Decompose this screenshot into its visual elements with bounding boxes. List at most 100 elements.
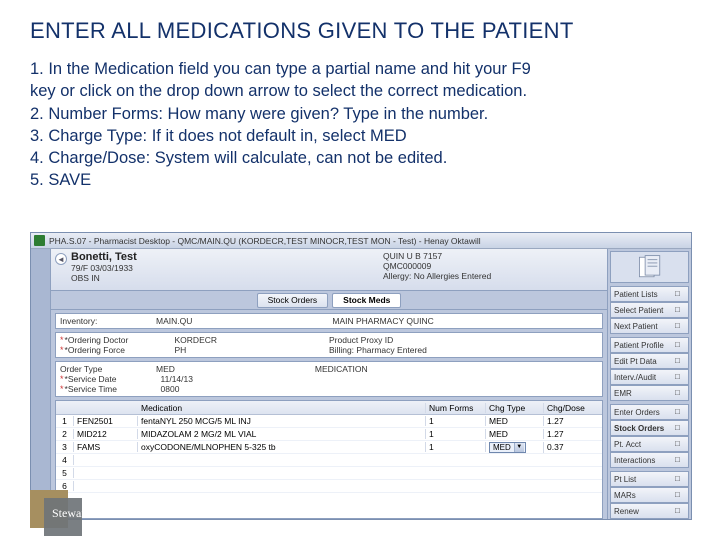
sidebar-btn-icon: □ bbox=[675, 305, 685, 315]
table-row[interactable]: 1FEN2501fentaNYL 250 MCG/5 ML INJ1MED1.2… bbox=[56, 415, 602, 428]
sidebar-btn-label: Pt. Acct bbox=[614, 440, 641, 449]
sidebar-btn-label: Patient Profile bbox=[614, 341, 664, 350]
logo-text: Steward bbox=[52, 506, 91, 521]
patient-name: Bonetti, Test bbox=[71, 251, 137, 263]
sidebar-btn-interactions[interactable]: Interactions□ bbox=[610, 452, 689, 468]
patient-loc: QUIN U B 7157 bbox=[383, 251, 603, 261]
sidebar-btn-mars[interactable]: MARs □ bbox=[610, 487, 689, 503]
patient-status: OBS IN bbox=[71, 273, 383, 283]
sidebar-btn-interv-audit[interactable]: Interv./Audit □ bbox=[610, 369, 689, 385]
notes-icon[interactable] bbox=[610, 251, 689, 283]
col-chg-type: Chg Type bbox=[486, 403, 544, 413]
inventory-value: MAIN.QU bbox=[156, 316, 192, 326]
sidebar-btn-pt-acct[interactable]: Pt. Acct □ bbox=[610, 436, 689, 452]
cell-index[interactable]: 3 bbox=[56, 442, 74, 452]
cell-index[interactable]: 5 bbox=[56, 468, 74, 478]
cell-chg-type[interactable]: MED bbox=[486, 416, 544, 426]
cell-index[interactable]: 4 bbox=[56, 455, 74, 465]
sidebar-btn-label: Patient Lists bbox=[614, 290, 658, 299]
sidebar-btn-icon: □ bbox=[675, 388, 685, 398]
cell-index[interactable]: 2 bbox=[56, 429, 74, 439]
cell-code[interactable]: FAMS bbox=[74, 442, 138, 452]
ordering-force-label: *Ordering Force bbox=[65, 345, 175, 355]
cell-chg-type[interactable]: MED▼ bbox=[486, 442, 544, 453]
back-button[interactable]: ◄ bbox=[55, 253, 67, 265]
sidebar-btn-patient-profile[interactable]: Patient Profile □ bbox=[610, 337, 689, 353]
service-time-label: *Service Time bbox=[65, 384, 161, 394]
sidebar-btn-label: Edit Pt Data bbox=[614, 357, 657, 366]
order-type-value[interactable]: MED bbox=[156, 364, 175, 374]
tab-stock-meds[interactable]: Stock Meds bbox=[332, 293, 401, 308]
ordering-force-value[interactable]: PH bbox=[175, 345, 187, 355]
cell-chg-dose[interactable]: 1.27 bbox=[544, 416, 602, 426]
cell-chg-type[interactable]: MED bbox=[486, 429, 544, 439]
patient-mrn: QMC000009 bbox=[383, 261, 603, 271]
service-time-value[interactable]: 0800 bbox=[161, 384, 180, 394]
left-gutter bbox=[31, 249, 51, 519]
inventory-label: Inventory: bbox=[60, 316, 156, 326]
ordering-doctor-value[interactable]: KORDECR bbox=[175, 335, 218, 345]
sidebar-btn-label: Select Patient bbox=[614, 306, 663, 315]
sidebar-btn-next-patient[interactable]: Next Patient□ bbox=[610, 318, 689, 334]
sidebar-btn-icon: □ bbox=[675, 423, 685, 433]
sidebar-btn-icon: □ bbox=[675, 340, 685, 350]
slide-title: ENTER ALL MEDICATIONS GIVEN TO THE PATIE… bbox=[30, 18, 694, 44]
tab-stock-orders[interactable]: Stock Orders bbox=[257, 293, 329, 308]
window-title: PHA.S.07 - Pharmacist Desktop - QMC/MAIN… bbox=[49, 236, 481, 246]
sidebar-btn-icon: □ bbox=[675, 490, 685, 500]
order-type-label: Order Type bbox=[60, 364, 156, 374]
sidebar-btn-enter-orders[interactable]: Enter Orders□ bbox=[610, 404, 689, 420]
sidebar-btn-emr[interactable]: EMR □ bbox=[610, 385, 689, 401]
sidebar-btn-renew[interactable]: Renew □ bbox=[610, 503, 689, 519]
sidebar-btn-label: EMR bbox=[614, 389, 632, 398]
sidebar-btn-icon: □ bbox=[675, 439, 685, 449]
cell-index[interactable]: 1 bbox=[56, 416, 74, 426]
inventory-panel: Inventory: MAIN.QU MAIN PHARMACY QUINC bbox=[55, 313, 603, 329]
cell-code[interactable]: MID212 bbox=[74, 429, 138, 439]
cell-num-forms[interactable]: 1 bbox=[426, 429, 486, 439]
sidebar-btn-edit-pt-data[interactable]: Edit Pt Data □ bbox=[610, 353, 689, 369]
instruction-line: 2. Number Forms: How many were given? Ty… bbox=[30, 103, 694, 125]
billing-label: Billing: Pharmacy Entered bbox=[329, 345, 439, 355]
table-row[interactable]: 5 bbox=[56, 467, 602, 480]
cell-chg-dose[interactable]: 1.27 bbox=[544, 429, 602, 439]
order-type-panel: Order TypeMEDMEDICATION **Service Date11… bbox=[55, 361, 603, 397]
window-titlebar: PHA.S.07 - Pharmacist Desktop - QMC/MAIN… bbox=[31, 233, 691, 249]
app-window: PHA.S.07 - Pharmacist Desktop - QMC/MAIN… bbox=[30, 232, 692, 520]
service-date-value[interactable]: 11/14/13 bbox=[161, 374, 193, 384]
instruction-line: 3. Charge Type: If it does not default i… bbox=[30, 125, 694, 147]
table-row[interactable]: 4 bbox=[56, 454, 602, 467]
instruction-line: 5. SAVE bbox=[30, 169, 694, 191]
cell-medication[interactable]: fentaNYL 250 MCG/5 ML INJ bbox=[138, 416, 426, 426]
sidebar-btn-label: Renew bbox=[614, 507, 639, 516]
cell-num-forms[interactable]: 1 bbox=[426, 442, 486, 452]
cell-code[interactable]: FEN2501 bbox=[74, 416, 138, 426]
cell-num-forms[interactable]: 1 bbox=[426, 416, 486, 426]
sidebar-btn-label: MARs bbox=[614, 491, 636, 500]
col-medication: Medication bbox=[138, 403, 426, 413]
chevron-down-icon[interactable]: ▼ bbox=[514, 443, 524, 452]
sidebar-btn-icon: □ bbox=[675, 407, 685, 417]
ordering-panel: **Ordering DoctorKORDECR **Ordering Forc… bbox=[55, 332, 603, 358]
inventory-loc: MAIN PHARMACY QUINC bbox=[332, 316, 433, 326]
cell-medication[interactable]: oxyCODONE/MLNOPHEN 5-325 tb bbox=[138, 442, 426, 452]
instruction-line: 1. In the Medication field you can type … bbox=[30, 58, 694, 80]
col-chg-dose: Chg/Dose bbox=[544, 403, 602, 413]
sidebar-btn-icon: □ bbox=[675, 506, 685, 516]
sidebar-btn-patient-lists[interactable]: Patient Lists □ bbox=[610, 286, 689, 302]
sidebar-btn-icon: □ bbox=[675, 372, 685, 382]
sidebar-btn-icon: □ bbox=[675, 356, 685, 366]
sidebar-btn-icon: □ bbox=[675, 289, 685, 299]
chg-type-dropdown[interactable]: MED▼ bbox=[489, 442, 526, 453]
sidebar-btn-label: Interv./Audit bbox=[614, 373, 656, 382]
table-row[interactable]: 3FAMSoxyCODONE/MLNOPHEN 5-325 tb1MED▼ 0.3… bbox=[56, 441, 602, 454]
instructions-block: 1. In the Medication field you can type … bbox=[30, 58, 694, 192]
sidebar-btn-stock-orders[interactable]: Stock Orders□ bbox=[610, 420, 689, 436]
sidebar-btn-select-patient[interactable]: Select Patient □ bbox=[610, 302, 689, 318]
table-row[interactable]: 2MID212MIDAZOLAM 2 MG/2 ML VIAL1MED1.27 bbox=[56, 428, 602, 441]
cell-chg-dose[interactable]: 0.37 bbox=[544, 442, 602, 452]
sidebar-btn-pt-list[interactable]: Pt List□ bbox=[610, 471, 689, 487]
table-row[interactable]: 6 bbox=[56, 480, 602, 493]
cell-medication[interactable]: MIDAZOLAM 2 MG/2 ML VIAL bbox=[138, 429, 426, 439]
patient-demo: 79/F 03/03/1933 bbox=[71, 263, 383, 273]
